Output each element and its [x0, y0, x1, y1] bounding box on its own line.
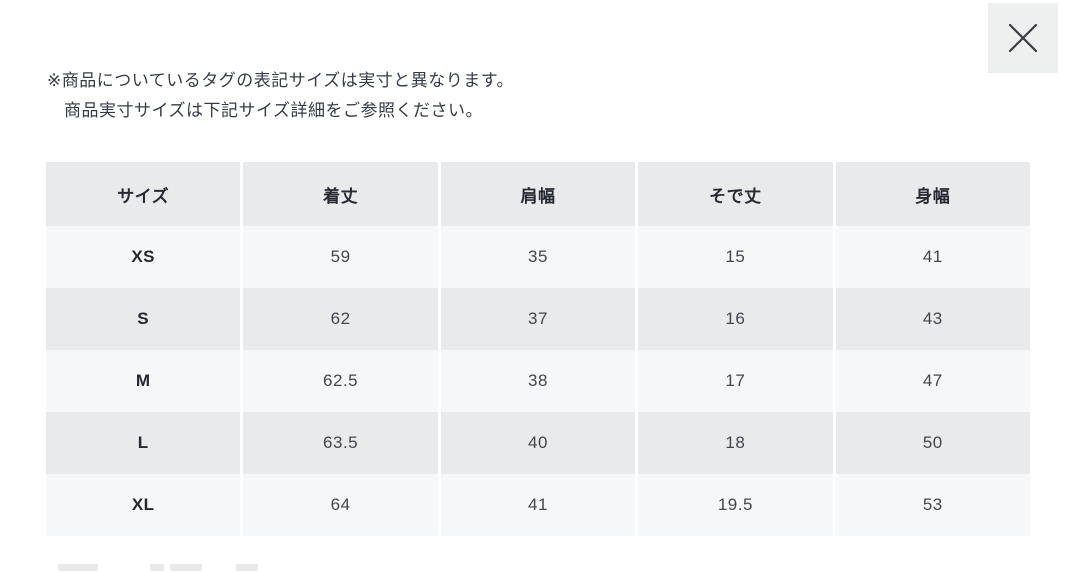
measurement-value: 63.5: [243, 412, 438, 474]
column-header-sleeve-length: そで丈: [638, 162, 833, 226]
measurement-value: 47: [835, 350, 1030, 412]
measurement-value: 19.5: [638, 474, 833, 536]
cutoff-glyph-top: [236, 564, 258, 571]
size-notice: ※商品についているタグの表記サイズは実寸と異なります。 商品実寸サイズは下記サイ…: [47, 66, 514, 126]
measurement-value: 17: [638, 350, 833, 412]
size-table: サイズ 着丈 肩幅 そで丈 身幅 XS 59 35 15 41 S 62 37 …: [46, 162, 1030, 536]
measurement-value: 41: [835, 226, 1030, 288]
column-header-body-length: 着丈: [243, 162, 438, 226]
notice-line-2: 商品実寸サイズは下記サイズ詳細をご参照ください。: [64, 101, 483, 120]
size-label: L: [46, 412, 241, 474]
cutoff-glyph-top: [170, 564, 202, 571]
size-table-header-row: サイズ 着丈 肩幅 そで丈 身幅: [46, 162, 1030, 226]
measurement-value: 62: [243, 288, 438, 350]
measurement-value: 40: [440, 412, 636, 474]
size-label: S: [46, 288, 241, 350]
measurement-value: 16: [638, 288, 833, 350]
cutoff-text-fragment: [0, 564, 1080, 572]
measurement-value: 64: [243, 474, 438, 536]
notice-line-1: ※商品についているタグの表記サイズは実寸と異なります。: [47, 71, 515, 90]
measurement-value: 50: [835, 412, 1030, 474]
measurement-value: 59: [243, 226, 438, 288]
size-label: XL: [46, 474, 241, 536]
table-row-l: L 63.5 40 18 50: [46, 412, 1030, 474]
table-row-xs: XS 59 35 15 41: [46, 226, 1030, 288]
cutoff-glyph-top: [150, 564, 164, 571]
column-header-size: サイズ: [46, 162, 241, 226]
cutoff-glyph-top: [58, 564, 98, 571]
measurement-value: 62.5: [243, 350, 438, 412]
measurement-value: 15: [638, 226, 833, 288]
table-row-xl: XL 64 41 19.5 53: [46, 474, 1030, 536]
close-button[interactable]: [988, 3, 1058, 73]
measurement-value: 38: [440, 350, 636, 412]
measurement-value: 37: [440, 288, 636, 350]
column-header-shoulder-width: 肩幅: [440, 162, 636, 226]
measurement-value: 18: [638, 412, 833, 474]
size-label: M: [46, 350, 241, 412]
table-row-m: M 62.5 38 17 47: [46, 350, 1030, 412]
table-row-s: S 62 37 16 43: [46, 288, 1030, 350]
size-label: XS: [46, 226, 241, 288]
measurement-value: 53: [835, 474, 1030, 536]
measurement-value: 43: [835, 288, 1030, 350]
column-header-body-width: 身幅: [835, 162, 1030, 226]
measurement-value: 41: [440, 474, 636, 536]
measurement-value: 35: [440, 226, 636, 288]
close-icon: [1008, 23, 1038, 53]
